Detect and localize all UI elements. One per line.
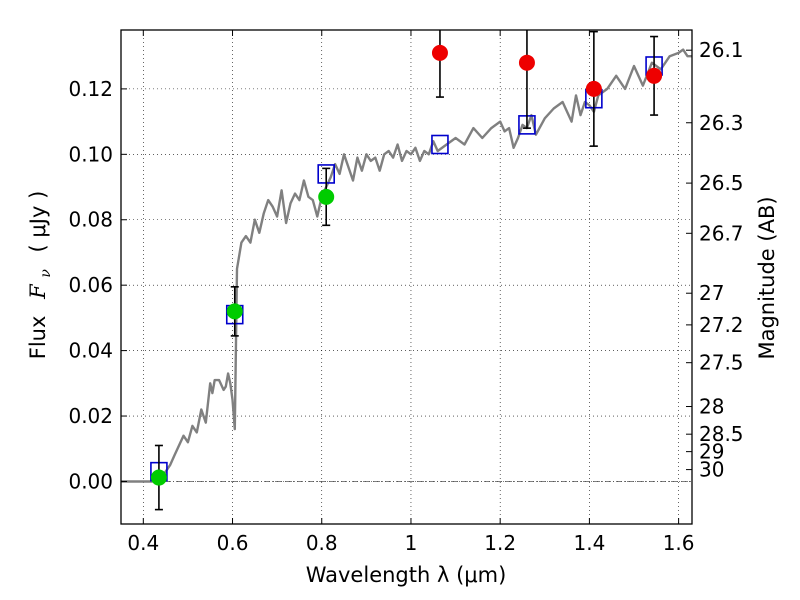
- x-tick-label: 0.4: [127, 531, 159, 555]
- y-tick-label: 0.06: [68, 273, 113, 297]
- model-spectrum-layer: [121, 48, 692, 483]
- x-tick-label: 1.4: [573, 531, 605, 555]
- y-tick-label: 0.10: [68, 142, 113, 166]
- grid: [121, 30, 692, 524]
- y2-tick-label: 26.5: [699, 171, 744, 195]
- axis-ticks: 0.4 0.6 0.8 1 1.2 1.4 1.6 0.00 0.02 0.04 0.06 0.08 0…: [68, 30, 744, 555]
- photometry-layer: [150, 30, 663, 511]
- y-axis-label: Flux F ν ( μJy ): [26, 191, 55, 360]
- y-axis-label-units: ( μJy ): [26, 191, 50, 253]
- model-photometry-square: [431, 134, 449, 155]
- y2-tick-label: 27: [699, 281, 724, 305]
- observed-flux-point: [518, 54, 535, 71]
- y-tick-label: 0.04: [68, 339, 113, 363]
- y2-tick-label: 26.1: [699, 38, 744, 62]
- y2-tick-label: 29: [699, 440, 724, 464]
- x-tick-label: 0.8: [306, 531, 338, 555]
- x-tick-label: 1.6: [663, 531, 695, 555]
- y-axis-label-symbol: F: [26, 283, 50, 300]
- model-spectrum-line: [121, 48, 692, 483]
- x-tick-label: 1.2: [484, 531, 516, 555]
- y2-axis-label: Magnitude (AB): [755, 196, 779, 359]
- y2-tick-label: 27.5: [699, 351, 744, 375]
- observed-flux-point: [150, 469, 167, 486]
- svg-text:Flux F ν ( μ: Flux F ν ( μJy ): [26, 191, 55, 360]
- x-tick-label: 1: [405, 531, 418, 555]
- y2-tick-label: 26.3: [699, 111, 744, 135]
- y-axis-label-subscript: ν: [38, 269, 54, 278]
- y-tick-label: 0.08: [68, 208, 113, 232]
- x-tick-label: 0.6: [217, 531, 249, 555]
- y-tick-label: 0.02: [68, 404, 113, 428]
- observed-flux-point: [318, 188, 335, 205]
- y-tick-label: 0.00: [68, 469, 113, 493]
- y-axis-label-prefix: Flux: [26, 316, 50, 360]
- y2-tick-label: 26.7: [699, 221, 744, 245]
- plot-frame: [120, 29, 693, 525]
- observed-flux-point: [646, 67, 663, 84]
- observed-flux-point: [226, 303, 243, 320]
- observed-flux-point: [585, 80, 602, 97]
- y2-tick-label: 28: [699, 395, 724, 419]
- observed-flux-point: [431, 44, 448, 61]
- y2-tick-label: 30: [699, 458, 724, 482]
- y2-tick-label: 28.5: [699, 422, 744, 446]
- y-tick-label: 0.12: [68, 77, 113, 101]
- x-axis-label: Wavelength λ (μm): [306, 563, 507, 587]
- y2-tick-label: 27.2: [699, 313, 744, 337]
